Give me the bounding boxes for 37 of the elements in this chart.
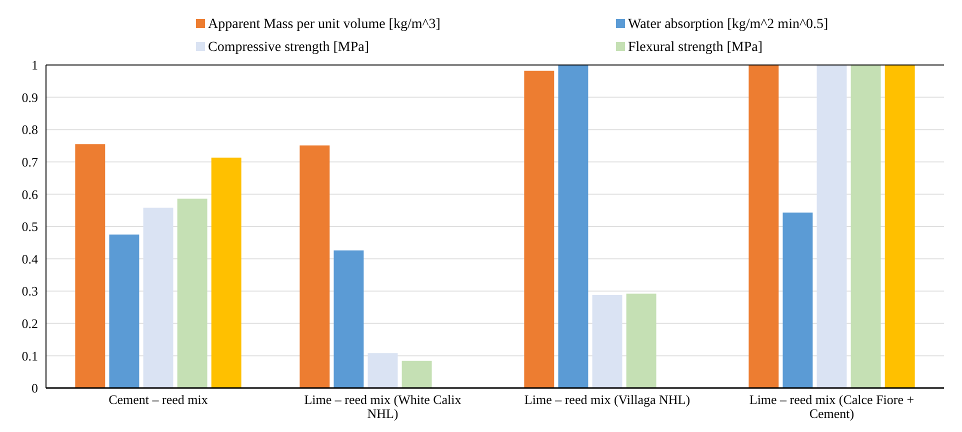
- y-tick-label: 0.9: [22, 90, 38, 105]
- bar: [143, 208, 174, 388]
- legend-label: Water absorption [kg/m^2 min^0.5]: [628, 17, 828, 32]
- y-tick-label: 1: [32, 58, 38, 73]
- bar: [558, 65, 588, 388]
- y-tick-label: 0: [32, 380, 38, 396]
- bar: [782, 212, 813, 388]
- y-tick-label: 0.1: [22, 348, 38, 364]
- bar: [816, 65, 847, 388]
- x-tick-label: Lime – reed mix (Villaga NHL): [524, 392, 690, 407]
- bar: [592, 294, 622, 388]
- bar: [748, 65, 779, 388]
- legend-label: Flexural strength [MPa]: [628, 40, 763, 55]
- x-tick-label: Lime – reed mix (Calce Fiore + Cement): [749, 392, 914, 421]
- bar: [75, 144, 106, 388]
- x-tick-label: Cement – reed mix: [108, 392, 208, 407]
- bar: [334, 250, 364, 388]
- y-tick-label: 0.2: [22, 316, 38, 331]
- y-tick-label: 0.8: [22, 122, 38, 138]
- legend-label: Apparent Mass per unit volume [kg/m^3]: [208, 17, 440, 32]
- bar: [524, 70, 554, 388]
- y-tick-label: 0.3: [22, 284, 38, 299]
- x-tick-label: Lime – reed mix (White Calix NHL): [304, 392, 462, 421]
- bar: [211, 158, 242, 388]
- bar: [109, 234, 140, 388]
- bar: [626, 294, 656, 388]
- bar: [368, 353, 398, 388]
- y-tick-label: 0.4: [22, 251, 38, 266]
- bar: [850, 65, 881, 388]
- y-tick-label: 0.5: [22, 219, 38, 234]
- bar: [402, 360, 432, 388]
- bar: [300, 145, 330, 388]
- y-tick-label: 0.6: [22, 186, 38, 202]
- y-tick-label: 0.7: [22, 154, 38, 170]
- bar: [177, 198, 208, 388]
- legend-label: Compressive strength [MPa]: [208, 40, 369, 55]
- bar: [884, 65, 915, 388]
